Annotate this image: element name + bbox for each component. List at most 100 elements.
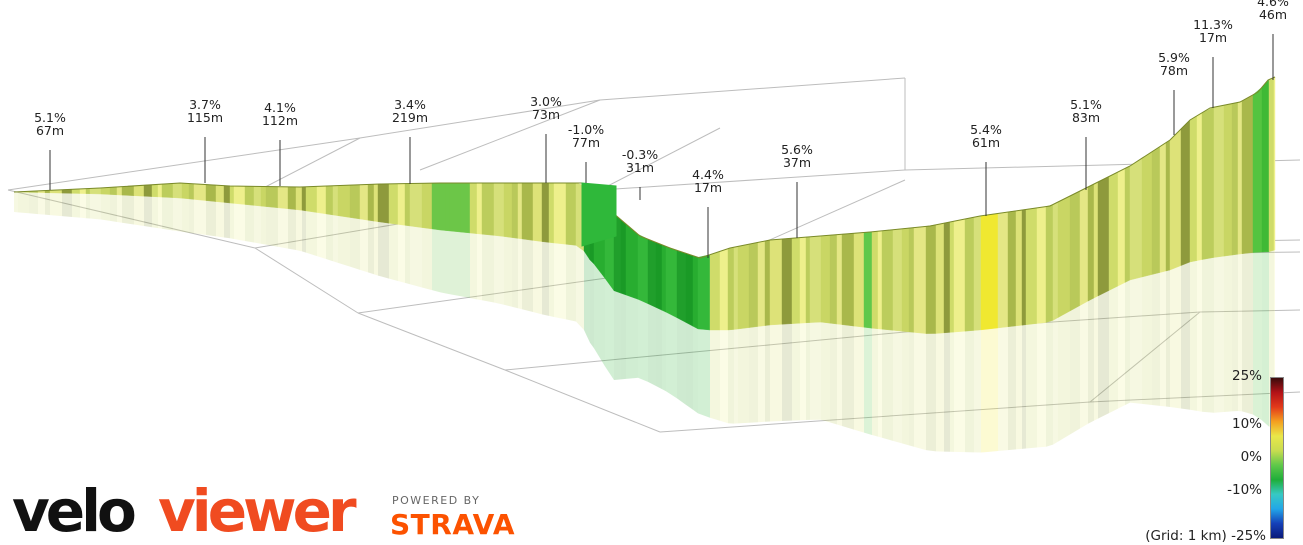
reflection-segment <box>1118 282 1125 409</box>
gradient-segment <box>337 184 351 218</box>
gradient-segment <box>503 182 513 238</box>
strava-logo: STRAVA <box>390 508 516 541</box>
gradient-segment <box>316 185 327 215</box>
reflection-segment <box>1022 324 1026 449</box>
gradient-segment <box>625 223 639 300</box>
gradient-segment <box>1052 201 1059 321</box>
grid-line <box>7 189 256 249</box>
gradient-segment <box>188 183 195 200</box>
gradient-segment <box>301 186 307 212</box>
reflection-segment <box>1190 260 1197 411</box>
gradient-segment <box>1223 103 1233 257</box>
reflection-segment <box>1070 305 1080 435</box>
reflection-segment <box>14 192 18 213</box>
gradient-segment <box>553 182 567 245</box>
gradient-segment <box>1231 102 1239 256</box>
reflection-segment <box>230 203 234 240</box>
grid-line <box>504 369 661 433</box>
segment-grade-label: 5.1% <box>34 110 66 125</box>
gradient-segment <box>151 184 159 198</box>
gradient-segment <box>349 184 361 220</box>
reflection-segment <box>893 330 902 444</box>
gradient-segment <box>449 182 462 233</box>
reflection-segment <box>122 195 134 225</box>
reflection-segment <box>1238 253 1242 412</box>
reflection-segment <box>821 322 830 423</box>
reflection-segment <box>410 226 422 288</box>
segment-length-label: 67m <box>36 123 64 138</box>
gradient-segment <box>397 183 406 226</box>
reflection-segment <box>152 196 158 229</box>
reflection-segment <box>533 240 542 315</box>
gradient-segment <box>665 246 678 319</box>
reflection-segment <box>792 323 800 421</box>
grid-line <box>599 127 721 191</box>
gradient-segment <box>244 186 255 206</box>
reflection-segment <box>206 200 216 237</box>
grid-note: (Grid: 1 km) <box>1145 528 1227 544</box>
gradient-segment <box>764 239 771 326</box>
reflection-segment <box>45 192 50 216</box>
gradient-segment <box>841 233 855 327</box>
gradient-segment <box>908 227 915 333</box>
segment-length-label: 115m <box>187 110 223 125</box>
segment-grade-label: 3.4% <box>394 97 426 112</box>
gradient-segment <box>532 182 543 242</box>
grid-line <box>357 312 506 371</box>
segment-grade-label: 4.1% <box>264 100 296 115</box>
gradient-segment <box>757 240 766 327</box>
reflection-segment <box>584 251 590 343</box>
reflection-segment <box>909 331 914 447</box>
reflection-segment <box>306 210 317 257</box>
gradient-segment <box>620 219 627 296</box>
reflection-segment <box>1058 311 1070 442</box>
gradient-segment <box>193 183 207 201</box>
gradient-segment <box>439 182 447 231</box>
gradient-segment <box>541 182 550 243</box>
reflection-segment <box>440 230 446 294</box>
reflection-segment <box>144 196 152 228</box>
gradient-segment <box>676 250 687 323</box>
gradient-segment <box>565 182 577 246</box>
reflection-segment <box>1262 251 1269 427</box>
reflection-segment <box>261 206 266 245</box>
gradient-segment <box>1261 79 1270 253</box>
gradient-segment <box>548 182 555 244</box>
gradient-segment <box>476 182 483 235</box>
gradient-segment <box>205 184 217 202</box>
gradient-segment <box>964 216 975 332</box>
gradient-segment <box>85 188 91 194</box>
reflection-segment <box>1016 325 1022 450</box>
gradient-segment <box>829 234 838 325</box>
gradient-segment <box>1165 139 1171 272</box>
gradient-segment <box>661 244 667 313</box>
gradient-segment <box>1057 195 1071 318</box>
reflection-segment <box>677 317 686 405</box>
segment-grade-label: -0.3% <box>622 147 658 162</box>
gradient-segment <box>1189 115 1198 263</box>
reflection-segment <box>944 332 950 452</box>
grid-scale-note: (Grid: 1 km) -25% <box>1136 528 1266 544</box>
reflection-segment <box>38 192 45 215</box>
segment-grade-label: 5.9% <box>1158 50 1190 65</box>
reflection-segment <box>522 238 533 313</box>
reflection-segment <box>18 192 29 214</box>
gradient-segment <box>1201 106 1215 260</box>
reflection-segment <box>549 242 554 317</box>
gradient-segment <box>215 184 225 203</box>
colorbar-tick-label: -10% <box>1227 482 1262 498</box>
reflection-segment <box>854 326 864 433</box>
gradient-segment <box>157 183 163 198</box>
reflection-segment <box>86 193 90 219</box>
grid-line <box>419 99 601 171</box>
gradient-segment <box>133 185 145 197</box>
gradient-segment <box>1252 86 1263 253</box>
segment-length-label: 112m <box>262 113 298 128</box>
gradient-segment <box>685 253 694 327</box>
gradient-segment <box>953 218 966 333</box>
reflection-segment <box>576 245 584 330</box>
gradient-segment <box>1268 77 1275 252</box>
powered-by-text: POWERED BY <box>392 494 481 507</box>
reflection-segment <box>974 329 981 453</box>
gradient-segment <box>791 237 801 324</box>
